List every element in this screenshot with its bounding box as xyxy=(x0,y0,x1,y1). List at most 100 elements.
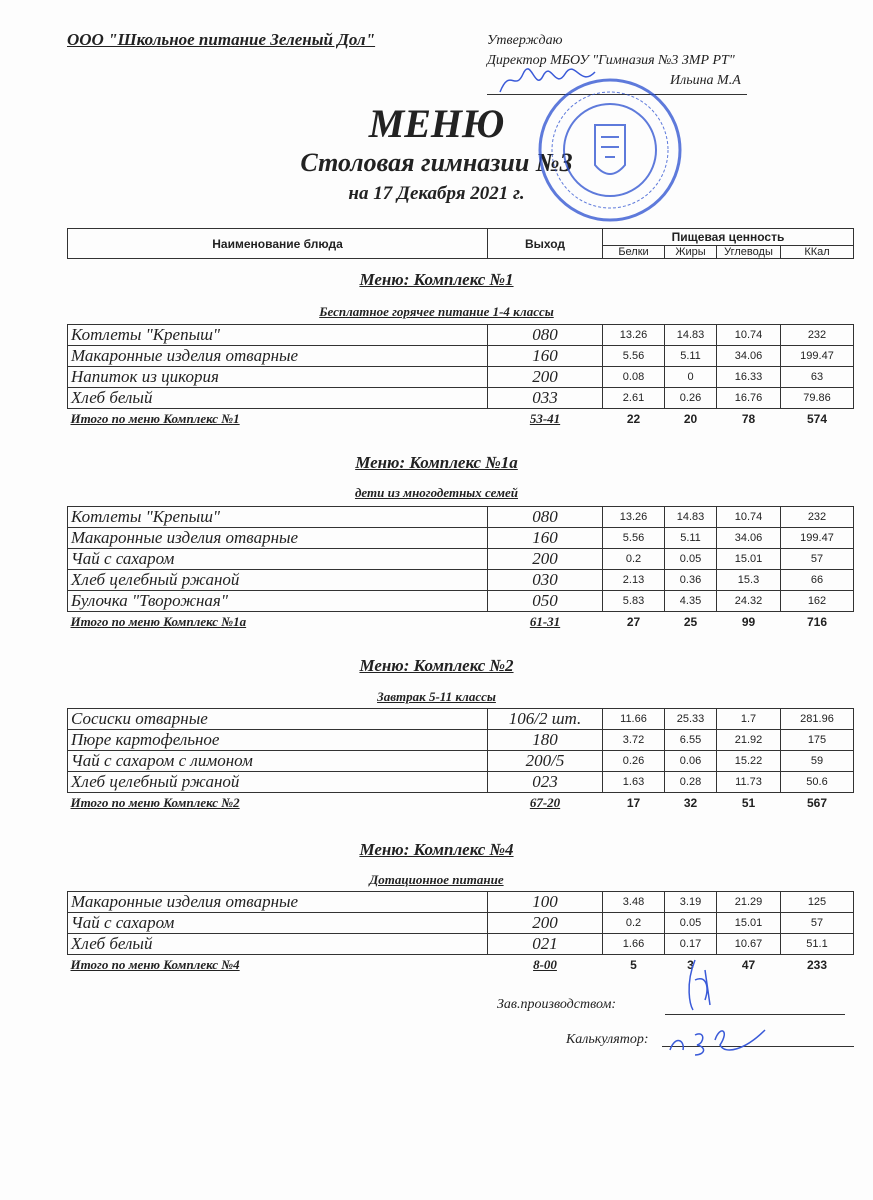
cell-carbs: 16.76 xyxy=(716,387,781,409)
table-row: Хлеб белый 033 2.61 0.26 16.76 79.86 xyxy=(67,387,854,409)
cell-carbs: 11.73 xyxy=(716,771,781,793)
total-kcal: 233 xyxy=(806,958,828,972)
cell-carbs: 1.7 xyxy=(716,708,781,730)
section-title-text: Меню: Комплекс №2 xyxy=(359,656,514,675)
cell-name: Макаронные изделия отварные xyxy=(67,527,488,549)
cell-protein: 5.56 xyxy=(602,527,665,549)
cell-name: Булочка "Творожная" xyxy=(67,590,488,612)
total-row: Итого по меню Комплекс №1а 61-31 27 25 99 716 xyxy=(68,612,854,633)
cell-name: Хлеб белый xyxy=(67,387,488,409)
header-nutrition: Пищевая ценность xyxy=(602,228,854,246)
cell-carbs: 34.06 xyxy=(716,527,781,549)
cell-protein: 13.26 xyxy=(602,506,665,528)
cell-protein: 0.2 xyxy=(602,912,665,934)
cell-name: Котлеты "Крепыш" xyxy=(67,324,488,346)
cell-output: 160 xyxy=(487,345,603,367)
cell-name: Хлеб целебный ржаной xyxy=(67,569,488,591)
director-title: Директор МБОУ "Гимназия №3 ЗМР РТ" xyxy=(487,53,735,68)
cell-kcal: 66 xyxy=(780,569,854,591)
cell-fat: 0.17 xyxy=(664,933,717,955)
cell-protein: 5.83 xyxy=(602,590,665,612)
organization-name: ООО "Школьное питание Зеленый Дол" xyxy=(67,30,376,49)
total-carbs: 47 xyxy=(741,958,756,972)
cell-fat: 4.35 xyxy=(664,590,717,612)
total-name: Итого по меню Комплекс №2 xyxy=(70,795,240,810)
section-title-text: Меню: Комплекс №4 xyxy=(359,840,514,859)
header-dish-name: Наименование блюда xyxy=(67,228,488,259)
cell-name: Сосиски отварные xyxy=(67,708,488,730)
table-row: Чай с сахаром 200 0.2 0.05 15.01 57 xyxy=(67,912,854,934)
cell-carbs: 16.33 xyxy=(716,366,781,388)
cell-fat: 0 xyxy=(664,366,717,388)
cell-protein: 0.2 xyxy=(602,548,665,570)
cell-protein: 3.72 xyxy=(602,729,665,751)
table-row: Котлеты "Крепыш" 080 13.26 14.83 10.74 232 xyxy=(67,324,854,346)
cell-fat: 5.11 xyxy=(664,527,717,549)
total-row: Итого по меню Комплекс №2 67-20 17 32 51 567 xyxy=(68,793,854,814)
cell-carbs: 34.06 xyxy=(716,345,781,367)
cell-fat: 0.05 xyxy=(664,548,717,570)
cell-name: Макаронные изделия отварные xyxy=(67,345,488,367)
table-row: Хлеб целебный ржаной 023 1.63 0.28 11.73 50.6 xyxy=(67,771,854,793)
cell-protein: 3.48 xyxy=(602,891,665,913)
total-kcal: 716 xyxy=(806,615,828,629)
table-header: Наименование блюда Выход Пищевая ценност… xyxy=(67,228,854,259)
cell-carbs: 21.92 xyxy=(716,729,781,751)
cell-kcal: 199.47 xyxy=(780,527,854,549)
total-fat: 20 xyxy=(683,412,698,426)
section-title-text: Меню: Комплекс №1 xyxy=(359,270,514,289)
cell-output: 200 xyxy=(487,548,603,570)
cell-carbs: 10.74 xyxy=(716,324,781,346)
cell-output: 180 xyxy=(487,729,603,751)
section-subtitle-text: Завтрак 5-11 классы xyxy=(377,689,496,704)
cell-output: 021 xyxy=(487,933,603,955)
handwritten-signatures xyxy=(669,959,766,1056)
section-subtitle-text: дети из многодетных семей xyxy=(354,485,519,500)
cell-protein: 2.61 xyxy=(602,387,665,409)
section-title: Меню: Комплекс №1 xyxy=(0,270,873,290)
header-fat: Жиры xyxy=(664,245,717,259)
cell-output: 050 xyxy=(487,590,603,612)
cell-kcal: 232 xyxy=(780,506,854,528)
cell-kcal: 125 xyxy=(780,891,854,913)
cell-protein: 5.56 xyxy=(602,345,665,367)
total-carbs: 51 xyxy=(741,796,756,810)
table-row: Макаронные изделия отварные 100 3.48 3.19 21… xyxy=(67,891,854,913)
cell-kcal: 59 xyxy=(780,750,854,772)
cell-output: 023 xyxy=(487,771,603,793)
section-title: Меню: Комплекс №2 xyxy=(0,656,873,676)
table-row: Хлеб белый 021 1.66 0.17 10.67 51.1 xyxy=(67,933,854,955)
cell-output: 160 xyxy=(487,527,603,549)
cell-output: 200/5 xyxy=(487,750,603,772)
total-protein: 17 xyxy=(626,796,641,810)
cell-name: Пюре картофельное xyxy=(67,729,488,751)
cell-fat: 0.36 xyxy=(664,569,717,591)
section-subtitle: Завтрак 5-11 классы xyxy=(0,689,873,705)
table-row: Булочка "Творожная" 050 5.83 4.35 24.32 162 xyxy=(67,590,854,612)
menu-table: Макаронные изделия отварные 100 3.48 3.19 21… xyxy=(67,891,854,975)
cell-name: Хлеб целебный ржаной xyxy=(67,771,488,793)
cell-protein: 2.13 xyxy=(602,569,665,591)
cell-protein: 1.63 xyxy=(602,771,665,793)
table-row: Пюре картофельное 180 3.72 6.55 21.92 175 xyxy=(67,729,854,751)
production-signature-line xyxy=(665,1014,845,1015)
cell-fat: 14.83 xyxy=(664,506,717,528)
section-title-text: Меню: Комплекс №1а xyxy=(355,453,518,472)
section-subtitle-text: Бесплатное горячее питание 1-4 классы xyxy=(319,304,554,319)
total-carbs: 78 xyxy=(741,412,756,426)
cell-output: 200 xyxy=(487,912,603,934)
cell-fat: 0.28 xyxy=(664,771,717,793)
cell-name: Макаронные изделия отварные xyxy=(67,891,488,913)
cell-carbs: 10.67 xyxy=(716,933,781,955)
cell-output: 106/2 шт. xyxy=(487,708,603,730)
calculator-label: Калькулятор: xyxy=(566,1032,649,1047)
total-output: 67-20 xyxy=(529,795,561,810)
cell-kcal: 63 xyxy=(780,366,854,388)
cell-fat: 0.05 xyxy=(664,912,717,934)
cell-name: Чай с сахаром xyxy=(67,548,488,570)
cell-protein: 13.26 xyxy=(602,324,665,346)
cell-name: Напиток из цикория xyxy=(67,366,488,388)
total-output: 61-31 xyxy=(529,614,561,629)
cell-kcal: 50.6 xyxy=(780,771,854,793)
